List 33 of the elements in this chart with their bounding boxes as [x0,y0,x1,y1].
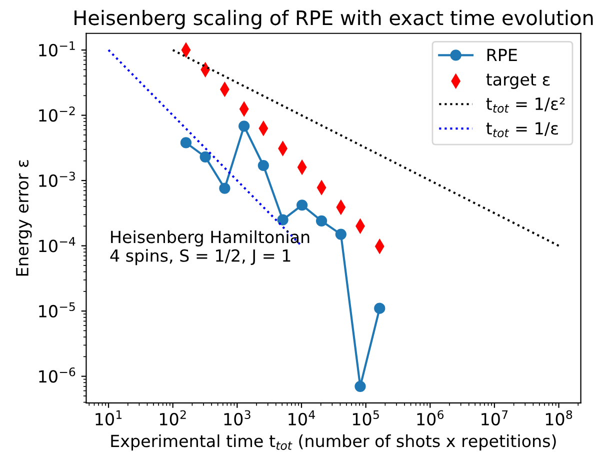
x-tick-label: 10$^{6}$ [417,410,444,426]
y-tick-label: 10$^{−6}$ [39,367,76,383]
point [316,215,328,227]
x-tick-label: 10$^{7}$ [482,410,508,426]
legend-label: t$_{tot}$ = 1/ε [486,122,558,138]
annotation: Heisenberg Hamiltonian 4 spins, S = 1/2, J = 1 [110,230,310,266]
point [277,214,288,226]
x-tick-label: 10$^{5}$ [352,410,379,426]
point [354,380,366,392]
y-tick-label: 10$^{−1}$ [39,41,75,56]
x-tick-label: 10$^{4}$ [288,410,315,426]
chart-title: Heisenberg scaling of RPE with exact time evolution [74,10,593,30]
point [374,302,386,314]
legend-label: RPE [487,48,517,62]
x-tick-label: 10$^{3}$ [224,410,250,426]
point [200,151,211,162]
y-tick-label: 10$^{−4}$ [39,237,76,252]
point [258,160,269,172]
y-tick-label: 10$^{−3}$ [39,172,75,187]
point [238,120,250,132]
point [180,137,192,148]
point [219,182,230,194]
y-tick-label: 10$^{−5}$ [39,302,75,318]
legend-label: t$_{tot}$ = 1/ε² [486,97,565,113]
point [335,228,346,240]
legend-label: target ε [486,74,550,89]
y-tick-label: 10$^{−2}$ [39,106,75,122]
x-axis-title: Experimental time t$_{tot}$ (number of shots x repetitions) [111,434,556,451]
x-tick-label: 10$^{8}$ [546,410,572,426]
y-axis-title: Energy error ε [16,160,32,276]
point [296,200,308,211]
x-tick-label: 10$^{2}$ [160,410,186,426]
x-tick-label: 10$^{1}$ [96,410,122,426]
